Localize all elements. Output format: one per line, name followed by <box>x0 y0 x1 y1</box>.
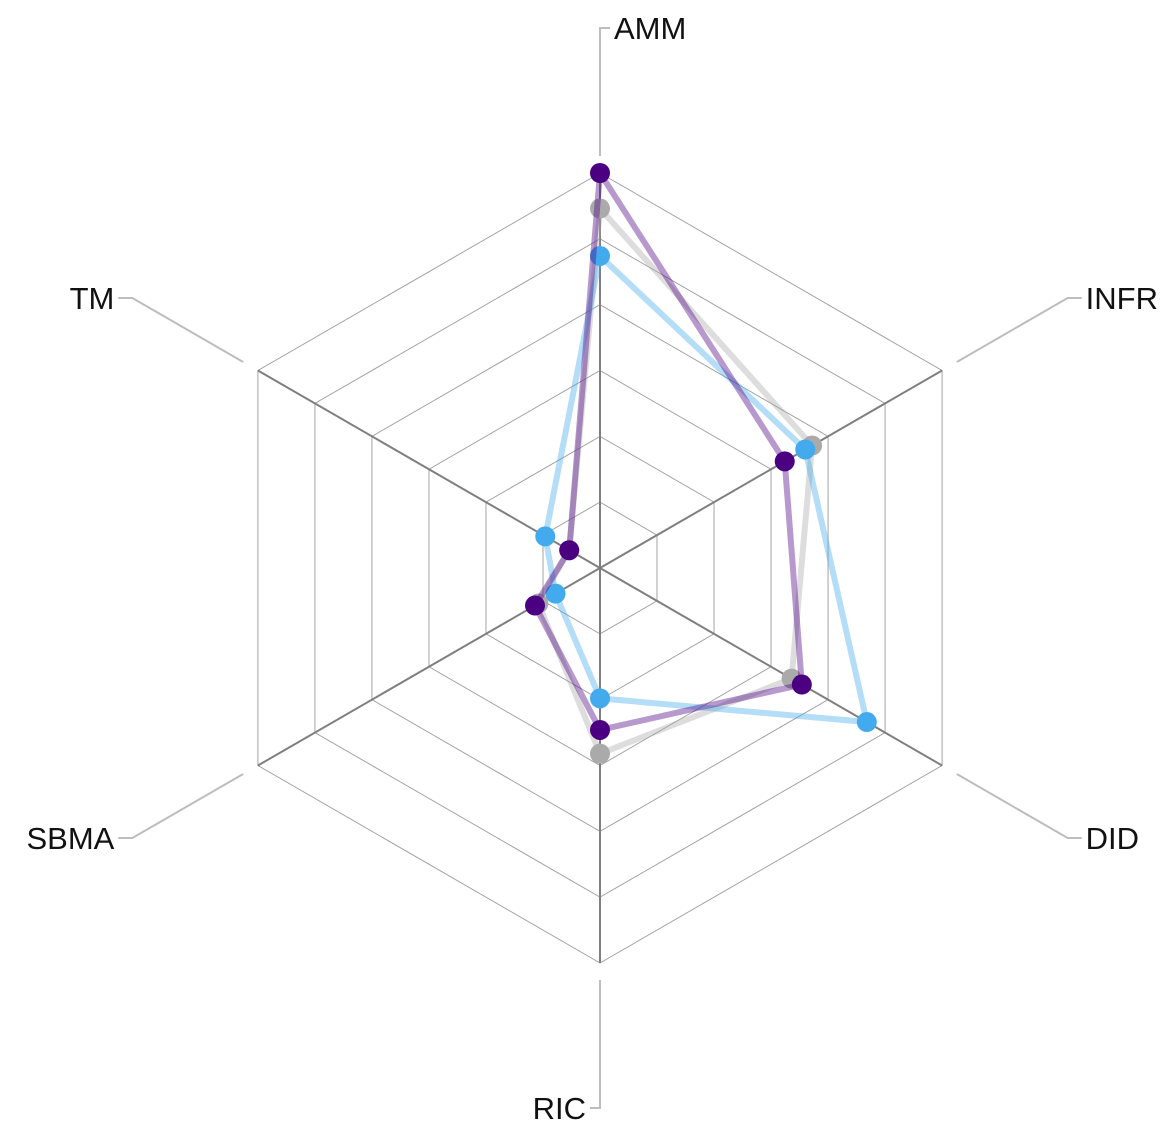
series-3-point-tm <box>559 540 580 561</box>
series-1-point-amm <box>590 198 610 219</box>
series-2 <box>535 245 877 733</box>
leader-line-sbma <box>118 773 244 839</box>
series-2-point-amm <box>590 245 610 266</box>
series-2-point-infr <box>795 439 816 460</box>
series-3-point-did <box>791 674 812 695</box>
series-3-point-ric <box>590 719 610 740</box>
leader-line-infr <box>956 297 1082 363</box>
series-3-point-sbma <box>525 595 546 616</box>
axis-label-did: DID <box>1086 821 1139 856</box>
leader-line-ric <box>590 980 601 1109</box>
series-2-point-ric <box>590 688 610 709</box>
series-2-point-sbma <box>545 583 566 604</box>
spoke-infr <box>599 369 943 569</box>
series-layer <box>525 163 877 764</box>
axis-label-infr: INFR <box>1086 281 1158 316</box>
series-1-point-ric <box>590 743 610 764</box>
spoke-did <box>599 567 943 767</box>
series-2-point-did <box>856 712 877 733</box>
leader-layer <box>118 27 1082 1109</box>
series-2-point-tm <box>535 526 556 547</box>
leader-line-tm <box>118 297 244 363</box>
axis-label-ric: RIC <box>533 1091 586 1126</box>
axis-label-tm: TM <box>70 281 115 316</box>
axis-label-sbma: SBMA <box>26 821 114 856</box>
series-3-point-infr <box>774 451 795 472</box>
leader-line-amm <box>599 27 610 156</box>
spoke-layer <box>257 173 943 963</box>
series-3-point-amm <box>590 163 610 183</box>
label-layer: AMM INFR DID RIC SBMA TM <box>26 11 1157 1126</box>
series-3 <box>525 163 812 740</box>
leader-line-did <box>956 773 1082 839</box>
axis-label-amm: AMM <box>614 11 686 46</box>
